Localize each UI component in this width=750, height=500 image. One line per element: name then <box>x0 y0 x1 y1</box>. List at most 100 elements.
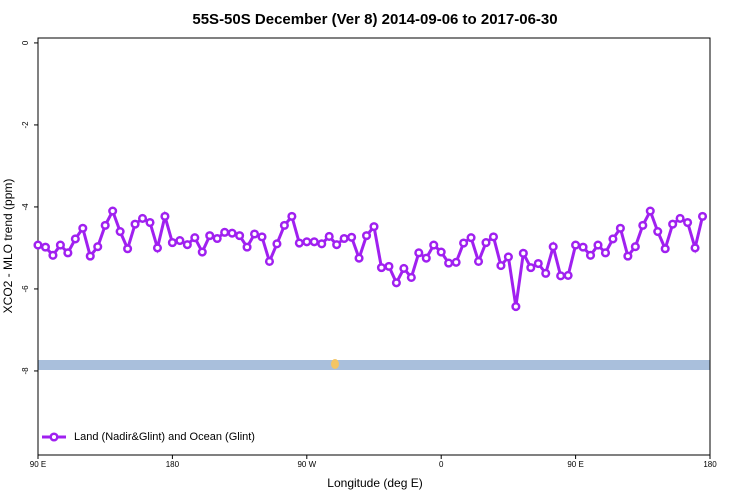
point <box>137 213 148 223</box>
chart-title: 55S-50S December (Ver 8) 2014-09-06 to 2… <box>192 11 557 28</box>
point <box>578 242 588 252</box>
point <box>526 263 536 273</box>
point <box>40 242 51 252</box>
y-tick-label: -6 <box>21 285 30 293</box>
x-tick-label: 0 <box>439 460 444 469</box>
x-tick-label: 90 E <box>30 460 46 469</box>
point <box>347 232 357 242</box>
x-tick-label: 90 W <box>297 460 316 469</box>
point <box>421 253 431 263</box>
point <box>593 240 603 250</box>
point <box>78 223 88 233</box>
point <box>563 270 573 280</box>
point <box>294 238 304 248</box>
point <box>466 233 476 243</box>
point <box>556 271 566 281</box>
point <box>361 231 372 241</box>
y-tick-label: -4 <box>21 203 30 211</box>
point <box>615 223 625 233</box>
x-axis-label: Longitude (deg E) <box>327 476 422 490</box>
point <box>481 238 491 248</box>
point <box>242 242 252 252</box>
point <box>511 302 521 312</box>
point <box>257 232 267 242</box>
point <box>548 242 558 252</box>
point <box>399 263 409 273</box>
point <box>436 247 446 257</box>
point <box>332 240 342 250</box>
point <box>264 256 275 267</box>
point <box>212 233 222 244</box>
point <box>384 261 394 271</box>
point <box>227 228 237 238</box>
point <box>33 240 43 250</box>
point <box>93 242 103 252</box>
point <box>70 234 80 244</box>
point <box>369 222 379 232</box>
point <box>675 213 685 223</box>
point <box>48 250 58 260</box>
land-patch <box>331 359 339 369</box>
point <box>272 239 282 249</box>
x-tick-label: 90 E <box>567 460 583 469</box>
point <box>623 251 633 261</box>
point <box>287 211 297 221</box>
point <box>608 234 618 244</box>
point <box>85 251 95 261</box>
point <box>690 243 700 253</box>
point <box>152 243 163 253</box>
point <box>279 220 289 230</box>
point <box>167 238 177 248</box>
point <box>638 220 648 230</box>
point <box>600 248 611 258</box>
point <box>459 238 469 248</box>
point <box>645 206 655 216</box>
point <box>391 278 401 288</box>
point <box>571 240 581 250</box>
point <box>451 257 461 267</box>
point <box>108 206 118 216</box>
x-tick-label: 180 <box>703 460 717 469</box>
point <box>697 211 708 221</box>
y-tick-label: 0 <box>21 40 30 45</box>
point <box>160 211 170 221</box>
y-tick-label: -8 <box>21 367 30 375</box>
point <box>317 239 327 249</box>
point <box>354 253 364 263</box>
y-axis-label: XCO2 - MLO trend (ppm) <box>1 179 15 314</box>
point <box>205 231 215 241</box>
point <box>197 247 207 257</box>
point <box>429 240 439 250</box>
point <box>235 231 245 241</box>
point <box>414 248 424 258</box>
point <box>496 261 506 271</box>
point <box>488 232 499 242</box>
legend-marker <box>49 432 59 442</box>
point <box>339 233 349 244</box>
point <box>123 244 133 254</box>
point <box>518 248 528 258</box>
land-ocean-strip <box>38 360 710 370</box>
point <box>406 272 416 283</box>
point <box>182 240 192 250</box>
point <box>220 227 230 237</box>
point <box>503 252 513 262</box>
point <box>100 220 110 230</box>
point <box>376 263 387 273</box>
point <box>533 258 543 269</box>
legend-label: Land (Nadir&Glint) and Ocean (Glint) <box>74 431 255 443</box>
point <box>668 219 678 229</box>
point <box>130 219 140 229</box>
y-tick-label: -2 <box>21 121 30 129</box>
point <box>630 242 640 252</box>
point <box>444 258 454 268</box>
point <box>190 233 200 243</box>
x-tick-label: 180 <box>166 460 180 469</box>
point <box>249 229 260 239</box>
point <box>175 236 185 246</box>
point <box>683 217 693 228</box>
point <box>653 226 663 237</box>
point <box>115 226 125 237</box>
point <box>473 256 484 267</box>
